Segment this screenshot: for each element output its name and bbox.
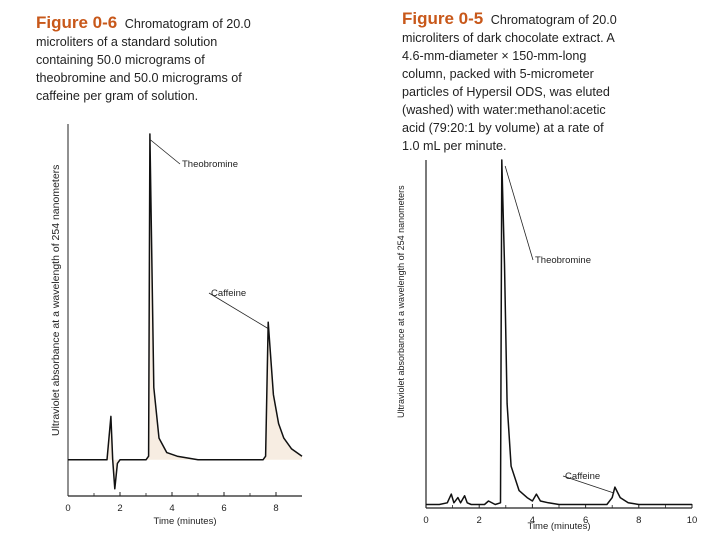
caption-line: Chromatogram of 20.0 <box>490 13 617 27</box>
series-line <box>426 159 692 506</box>
x-tick-label: 8 <box>636 515 641 526</box>
figure-label: Figure 0-6 <box>36 13 118 32</box>
x-tick-label: 8 <box>273 503 278 514</box>
caption-line: particles of Hypersil ODS, was eluted <box>402 85 610 99</box>
caption-line: theobromine and 50.0 micrograms of <box>36 71 242 85</box>
x-tick-label: 2 <box>117 503 122 514</box>
chromatogram-standard: 0 2 4 6 8 Time (minutes) Theobromine Caffeine <box>65 124 303 527</box>
x-tick-label: 4 <box>169 503 174 514</box>
peak-label: Theobromine <box>535 255 591 266</box>
figure-caption: Figure 0-5 Chromatogram of 20.0 microlit… <box>402 10 717 155</box>
caption-line: acid (79:20:1 by volume) at a rate of <box>402 121 604 135</box>
series-area <box>68 134 302 489</box>
x-tick-label: 0 <box>65 503 70 514</box>
caption-line: caffeine per gram of solution. <box>36 89 199 103</box>
annotation-leader <box>150 139 181 165</box>
x-tick-label: 10 <box>687 515 698 526</box>
caption-line: 4.6-mm-diameter × 150-mm-long <box>402 49 587 63</box>
caption-line: (washed) with water:methanol:acetic <box>402 103 606 117</box>
annotation-leader <box>562 475 615 494</box>
peak-label: Caffeine <box>565 471 600 482</box>
annotation-leader <box>208 292 268 329</box>
caption-line: column, packed with 5-micrometer <box>402 67 594 81</box>
x-tick-label: 4 <box>530 515 535 526</box>
caption-line: microliters of a standard solution <box>36 35 218 49</box>
caption-line: containing 50.0 micrograms of <box>36 53 205 67</box>
x-axis-label: Time (minutes) <box>154 516 217 527</box>
y-axis-label: Ultraviolet absorbance at a wavelength o… <box>396 185 406 418</box>
x-tick-label: 6 <box>221 503 226 514</box>
series-line <box>68 133 303 490</box>
caption-line: microliters of dark chocolate extract. A <box>402 31 615 45</box>
x-tick-label: 2 <box>477 515 482 526</box>
x-axis-label: Time (minutes) <box>528 521 591 532</box>
caption-line: Chromatogram of 20.0 <box>124 17 251 31</box>
peak-label: Theobromine <box>182 159 238 170</box>
figure-caption: Figure 0-6 Chromatogram of 20.0 microlit… <box>36 14 356 105</box>
figure-0-6: Figure 0-6 Chromatogram of 20.0 microlit… <box>36 14 356 527</box>
caption-line: 1.0 mL per minute. <box>402 139 507 153</box>
peak-label: Caffeine <box>211 288 246 299</box>
annotation-leader <box>504 165 534 261</box>
figure-label: Figure 0-5 <box>402 9 484 28</box>
x-tick-label: 0 <box>423 515 428 526</box>
x-tick-label: 6 <box>583 515 588 526</box>
